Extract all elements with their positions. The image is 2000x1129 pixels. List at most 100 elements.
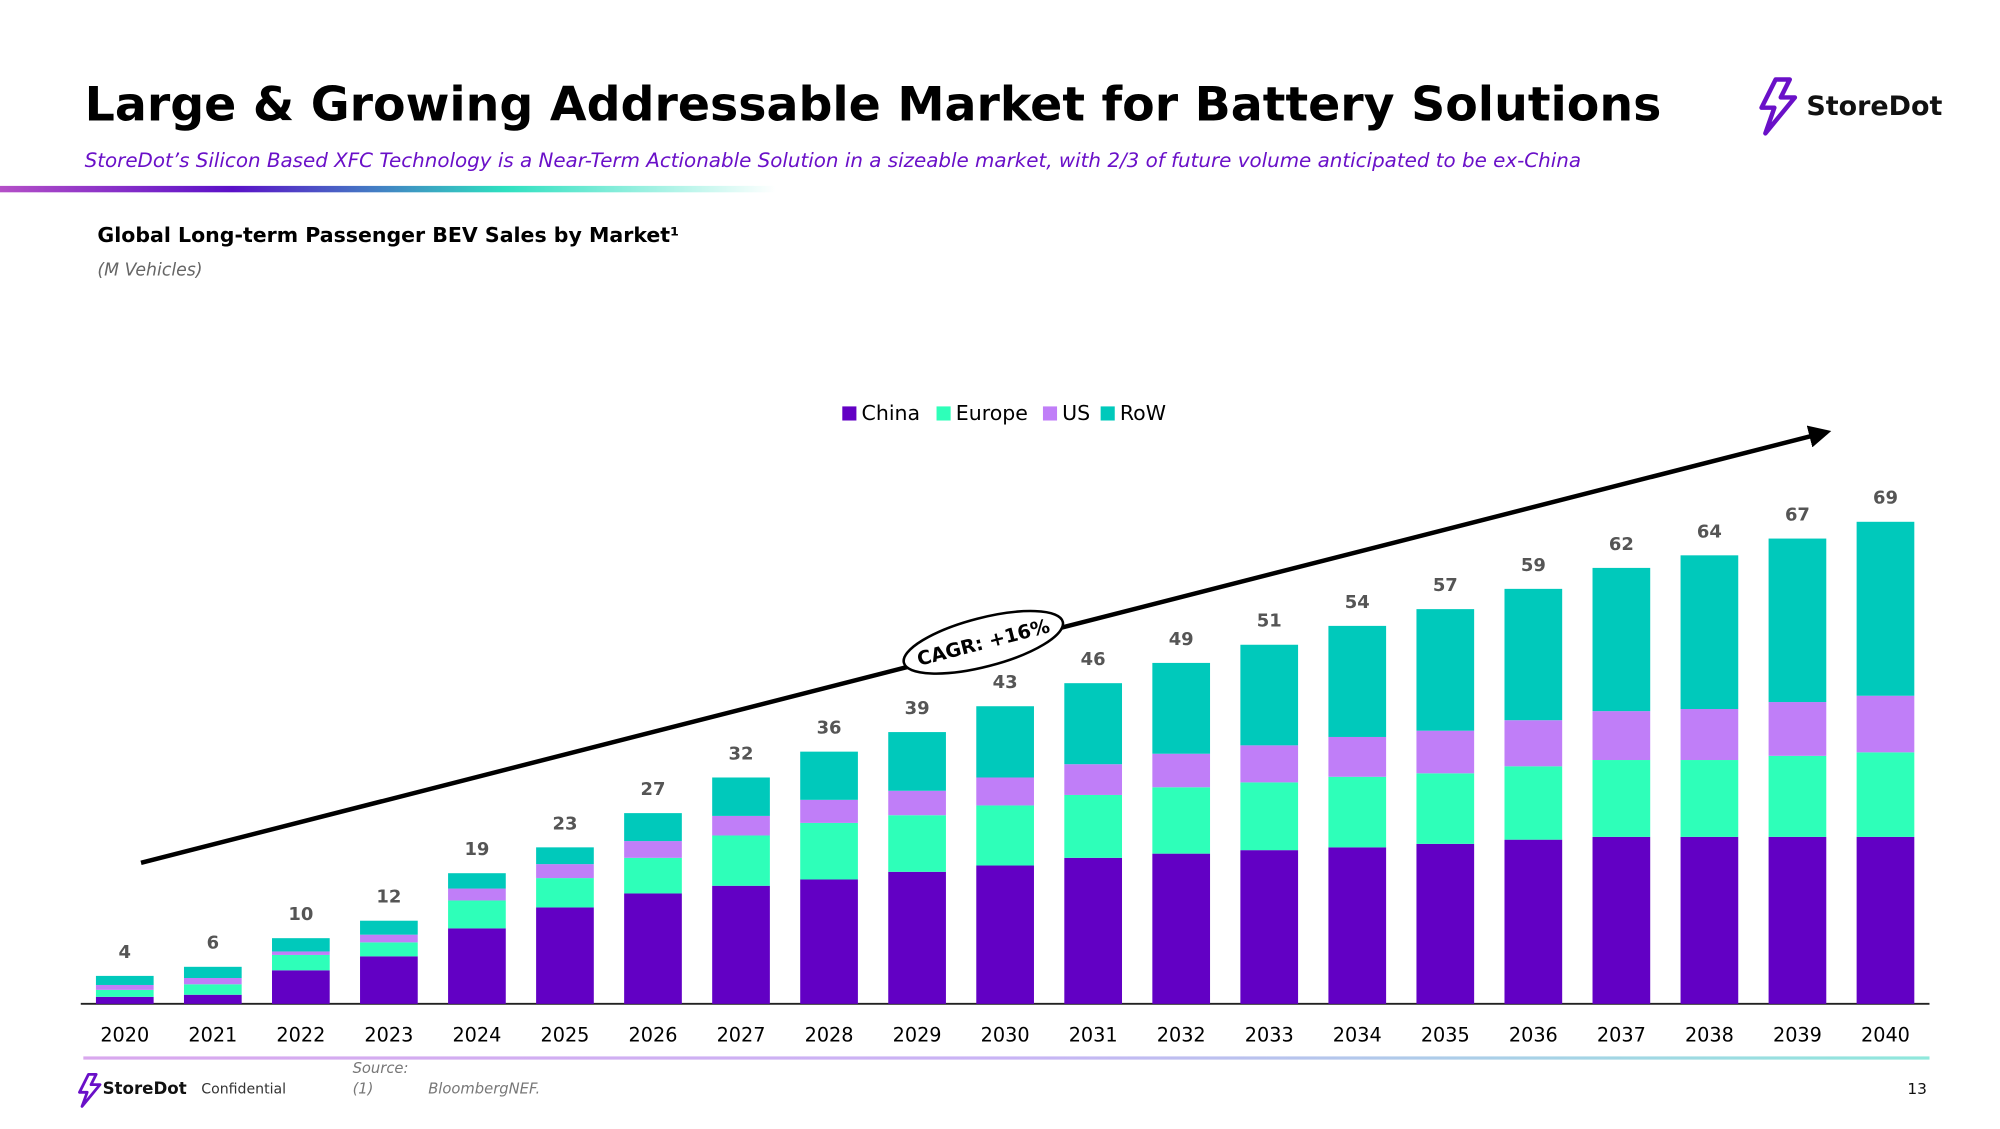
bar-segment xyxy=(1680,836,1739,1004)
total-label: 12 xyxy=(376,887,401,908)
bar-segment xyxy=(1856,695,1915,753)
bar-segment xyxy=(183,977,242,985)
bar-segment xyxy=(1504,720,1563,767)
bar-segment xyxy=(536,878,594,908)
legend-swatch xyxy=(842,406,857,421)
bar-segment xyxy=(624,857,682,894)
bar-segment xyxy=(1856,752,1915,837)
legend-swatch xyxy=(936,406,951,421)
legend-swatch xyxy=(1042,406,1058,421)
source-ref: (1) xyxy=(353,1081,374,1098)
bar-segment xyxy=(1416,843,1475,1004)
bar-segment xyxy=(272,954,330,971)
bar-segment xyxy=(1504,588,1563,721)
bar-segment xyxy=(1768,538,1827,703)
confidential: Confidential xyxy=(201,1082,286,1098)
bar-segment xyxy=(360,942,418,957)
x-tick-label: 2027 xyxy=(717,1023,766,1046)
chart-subtitle: (M Vehicles) xyxy=(97,261,202,281)
logo-text: StoreDot xyxy=(1806,91,1942,122)
bar-segment xyxy=(1680,709,1739,761)
x-tick-label: 2021 xyxy=(188,1023,237,1046)
bar-segment xyxy=(1856,521,1915,696)
bar-segment xyxy=(1152,662,1211,754)
x-tick-label: 2028 xyxy=(805,1023,854,1046)
bar-segment xyxy=(888,790,946,816)
bar-segment xyxy=(1064,857,1123,1004)
bar-segment xyxy=(712,835,770,886)
bar-segment xyxy=(448,873,506,889)
page-number: 13 xyxy=(1907,1080,1927,1098)
bar-segment xyxy=(1504,839,1563,1004)
bar-segment xyxy=(1592,760,1651,837)
bar-segment xyxy=(712,815,770,836)
bar-segment xyxy=(800,879,858,1004)
bar-segment xyxy=(976,805,1034,866)
bar-segment xyxy=(536,907,594,1004)
bar-segment xyxy=(1592,836,1651,1004)
total-label: 59 xyxy=(1521,555,1546,576)
total-label: 6 xyxy=(207,933,219,954)
bar-segment xyxy=(712,777,770,816)
bar-segment xyxy=(1328,736,1387,777)
total-label: 54 xyxy=(1345,592,1370,613)
legend-label: Europe xyxy=(956,401,1028,425)
x-tick-label: 2039 xyxy=(1773,1023,1822,1046)
legend-label: RoW xyxy=(1120,401,1166,425)
subtitle: StoreDot’s Silicon Based XFC Technology … xyxy=(85,149,1581,172)
x-tick-label: 2037 xyxy=(1597,1023,1646,1046)
total-label: 36 xyxy=(817,718,842,739)
bar-segment xyxy=(95,996,154,1004)
legend-swatch xyxy=(1100,406,1115,421)
bar-segment xyxy=(1240,745,1299,783)
bar-segment xyxy=(1240,850,1299,1004)
total-label: 23 xyxy=(552,813,577,834)
bar-segment xyxy=(183,984,242,995)
bar-segment xyxy=(360,920,418,935)
bar-segment xyxy=(624,841,682,858)
bar-segment xyxy=(1064,794,1123,858)
x-tick-label: 2020 xyxy=(100,1023,149,1046)
bar-segment xyxy=(1680,555,1739,710)
bar-segment xyxy=(1328,776,1387,848)
x-tick-label: 2033 xyxy=(1245,1023,1294,1046)
bar-segment xyxy=(183,994,242,1004)
bar-segment xyxy=(536,864,594,879)
bar-segment xyxy=(800,751,858,800)
x-tick-label: 2035 xyxy=(1421,1023,1470,1046)
bar-segment xyxy=(95,975,154,985)
total-label: 57 xyxy=(1433,575,1458,596)
plot: 4 2020 6 2021 10 2022 12 2023 19 2024 23 2025 27 2026… xyxy=(80,401,1930,1046)
bar-segment xyxy=(272,938,330,952)
x-tick-label: 2023 xyxy=(364,1023,413,1046)
bar-segment xyxy=(1328,847,1387,1004)
bar-segment xyxy=(888,732,946,791)
bar-segment xyxy=(1592,711,1651,761)
footer-rule xyxy=(83,1056,1930,1060)
total-label: 69 xyxy=(1873,488,1898,509)
footer-logo: StoreDot xyxy=(103,1079,187,1098)
total-label: 4 xyxy=(119,942,131,963)
bar-segment xyxy=(272,970,330,1004)
total-label: 49 xyxy=(1169,629,1194,650)
bar-segment xyxy=(536,847,594,865)
bar-segment xyxy=(1416,773,1475,844)
source-label: Source: xyxy=(353,1060,409,1077)
chart-title: Global Long-term Passenger BEV Sales by … xyxy=(97,223,679,247)
x-tick-label: 2036 xyxy=(1509,1023,1558,1046)
bar-segment xyxy=(95,989,154,997)
legend-label: US xyxy=(1062,401,1090,425)
bar-segment xyxy=(712,885,770,1004)
bar-segment xyxy=(1064,683,1123,765)
bar-segment xyxy=(1768,836,1827,1004)
bar-segment xyxy=(624,813,682,842)
legend-label: China xyxy=(862,401,921,425)
bar-segment xyxy=(1240,782,1299,851)
bar-segment xyxy=(1240,644,1299,746)
cagr-badge: CAGR: +16% xyxy=(902,609,1065,675)
bar-segment xyxy=(624,893,682,1004)
x-tick-label: 2026 xyxy=(629,1023,678,1046)
bar-segment xyxy=(1064,764,1123,795)
bar-segment xyxy=(1680,760,1739,837)
